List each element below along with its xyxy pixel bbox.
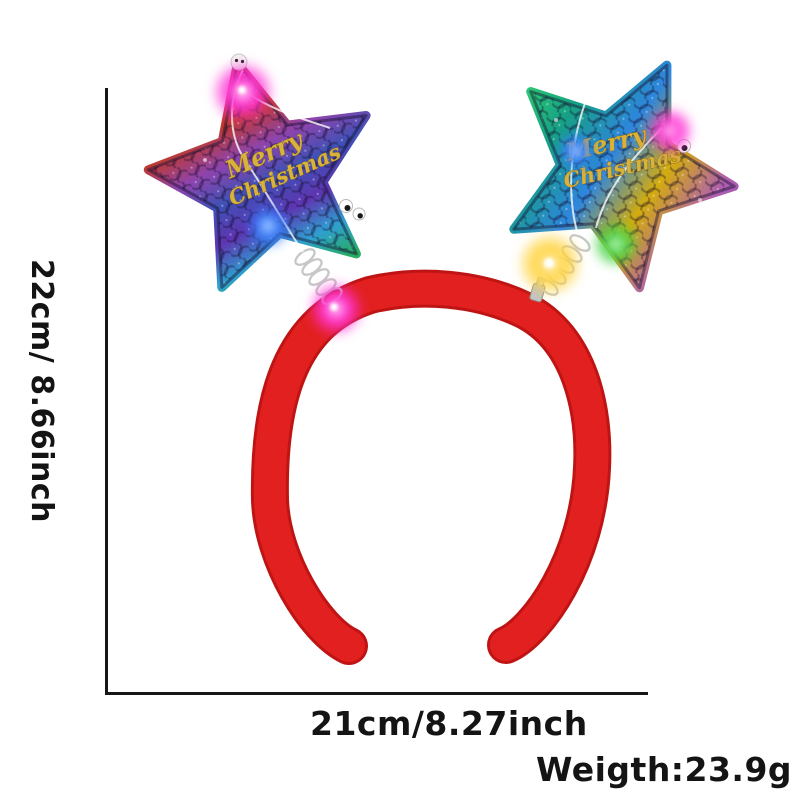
width-dimension-label: 21cm/8.27inch bbox=[310, 704, 588, 743]
left-sequin-star: Merry Christmas bbox=[148, 53, 366, 287]
googly-eyes-left bbox=[339, 199, 366, 221]
height-dimension-label: 22cm/ 8.66inch bbox=[24, 259, 59, 523]
right-sequin-star: Merry Christmas bbox=[514, 65, 734, 288]
white-tip-sequin bbox=[230, 53, 248, 71]
weight-label: Weigth:23.9g bbox=[536, 750, 793, 789]
width-dimension-line bbox=[105, 692, 648, 695]
red-headband bbox=[250, 269, 612, 665]
height-dimension-line bbox=[105, 88, 108, 694]
